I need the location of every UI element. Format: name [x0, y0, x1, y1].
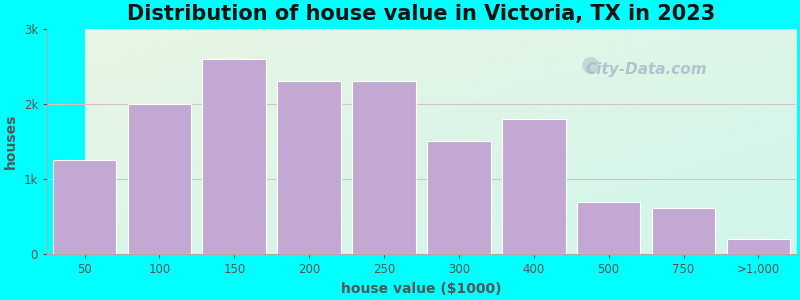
Bar — [577, 202, 641, 254]
Y-axis label: houses: houses — [4, 114, 18, 169]
Bar — [202, 58, 266, 254]
Bar — [128, 104, 191, 254]
Bar — [352, 81, 416, 254]
Text: City-Data.com: City-Data.com — [586, 61, 707, 76]
Bar — [427, 141, 490, 254]
X-axis label: house value ($1000): house value ($1000) — [342, 282, 502, 296]
Bar — [53, 160, 116, 254]
Title: Distribution of house value in Victoria, TX in 2023: Distribution of house value in Victoria,… — [127, 4, 716, 24]
Bar — [502, 119, 566, 254]
Bar — [652, 208, 715, 254]
Bar — [278, 81, 341, 254]
Text: ●: ● — [580, 55, 600, 75]
Bar — [726, 239, 790, 254]
